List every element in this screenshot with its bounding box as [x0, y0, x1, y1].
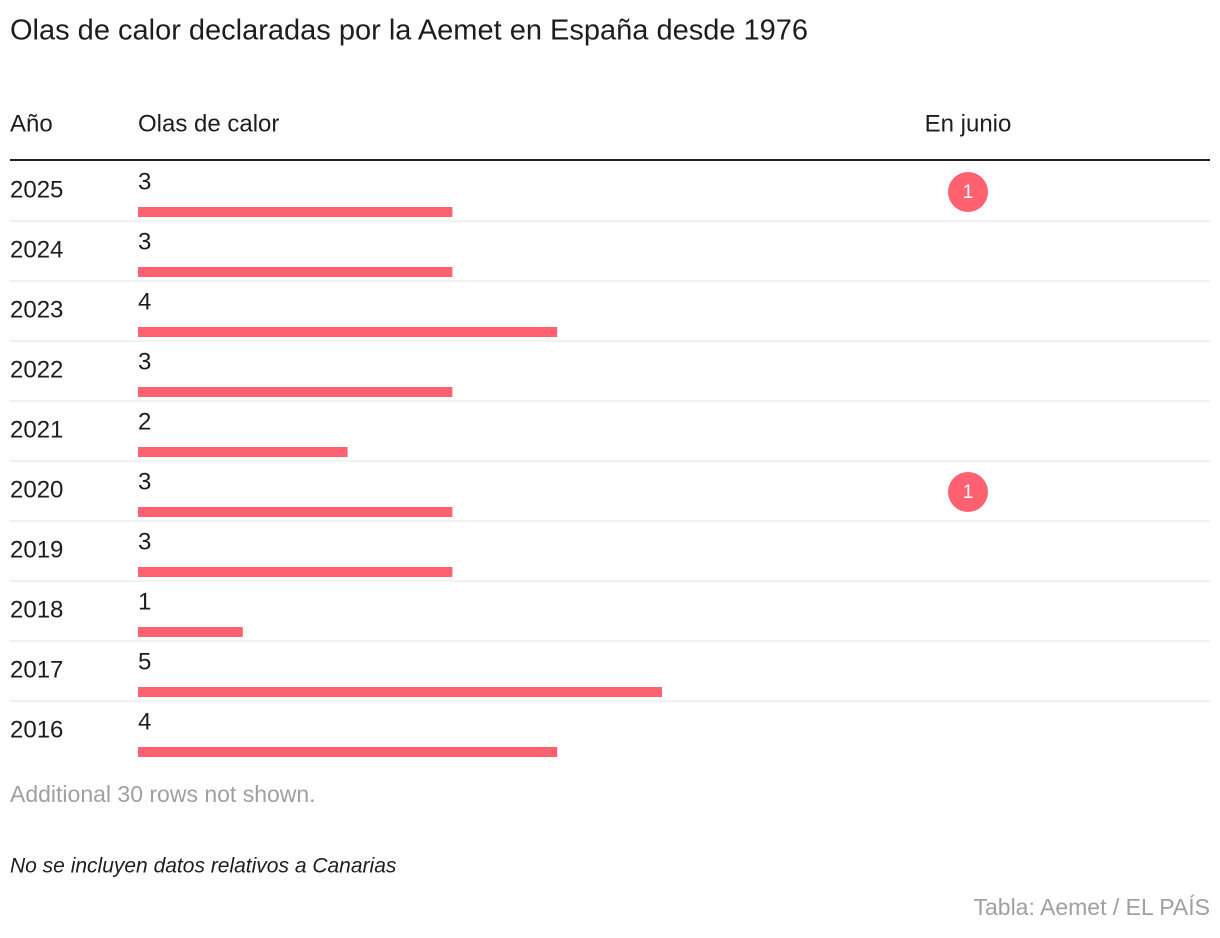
year: 2023	[10, 296, 63, 323]
year: 2022	[10, 356, 63, 383]
value-label: 3	[138, 468, 151, 495]
bar	[138, 627, 243, 637]
bar	[138, 267, 453, 277]
rows: 2025 3 1 2024 3 2023 4 2022 3 2021 2 2020 3 1 2019 3 201…	[10, 168, 1210, 757]
bar	[138, 687, 662, 697]
bar	[138, 447, 348, 457]
more-rows: Additional 30 rows not shown.	[10, 781, 316, 807]
bar	[138, 747, 558, 757]
value-label: 3	[138, 528, 151, 555]
header: Olas de calor	[138, 110, 279, 137]
value-label: 3	[138, 228, 151, 255]
june-badge	[948, 172, 988, 212]
value-label: 3	[138, 168, 151, 195]
value-label: 1	[138, 588, 151, 615]
value-label: 5	[138, 648, 151, 675]
year: 2020	[10, 476, 63, 503]
year: 2016	[10, 716, 63, 743]
title: Olas de calor declaradas por la Aemet en…	[10, 15, 808, 47]
year: 2024	[10, 236, 63, 263]
header: Año	[10, 110, 53, 137]
year: 2021	[10, 416, 63, 443]
year: 2018	[10, 596, 63, 623]
bar	[138, 507, 453, 517]
header: En junio	[925, 110, 1012, 137]
value-label: 4	[138, 708, 151, 735]
bar	[138, 207, 453, 217]
year: 2025	[10, 176, 63, 203]
bar	[138, 567, 453, 577]
source: Tabla: Aemet / EL PAÍS	[973, 894, 1210, 920]
june-label: 1	[963, 182, 974, 203]
value-label: 2	[138, 408, 151, 435]
value-label: 3	[138, 348, 151, 375]
note: No se incluyen datos relativos a Canaria…	[10, 855, 397, 878]
bar	[138, 327, 558, 337]
year: 2017	[10, 656, 63, 683]
bar	[138, 387, 453, 397]
june-label: 1	[963, 482, 974, 503]
june-badge	[948, 472, 988, 512]
year: 2019	[10, 536, 63, 563]
value-label: 4	[138, 288, 151, 315]
